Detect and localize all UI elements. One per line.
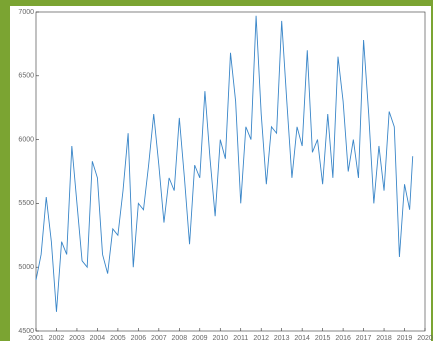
x-tick-label: 2006 (131, 335, 147, 341)
x-tick-label: 2003 (69, 335, 85, 341)
x-tick-label: 2009 (192, 335, 208, 341)
x-tick-label: 2019 (397, 335, 413, 341)
x-tick-label: 2017 (356, 335, 372, 341)
x-tick-label: 2015 (315, 335, 331, 341)
y-tick-label: 6500 (18, 73, 34, 80)
x-tick-label: 2011 (233, 335, 248, 341)
x-tick-label: 2010 (212, 335, 228, 341)
x-tick-label: 2018 (376, 335, 392, 341)
x-tick-label: 2008 (172, 335, 188, 341)
x-tick-label: 2002 (49, 335, 65, 341)
plot-background (10, 6, 431, 341)
axes-box (35, 11, 426, 332)
y-tick-label: 4500 (18, 328, 34, 335)
x-tick-label: 2004 (90, 335, 106, 341)
x-tick-label: 2013 (274, 335, 290, 341)
x-tick-label: 2007 (151, 335, 167, 341)
x-tick-label: 2014 (294, 335, 310, 341)
data-line (35, 15, 414, 312)
y-tick-label: 6000 (18, 136, 34, 143)
y-tick-label: 5000 (18, 264, 34, 271)
x-tick-label: 2005 (110, 335, 126, 341)
x-tick-label: 2012 (253, 335, 269, 341)
y-tick-label: 5500 (18, 200, 34, 207)
x-tick-label: 2020 (417, 335, 433, 341)
x-tick-label: 2016 (335, 335, 351, 341)
x-tick-label: 2001 (28, 335, 44, 341)
y-tick-label: 7000 (18, 9, 34, 16)
